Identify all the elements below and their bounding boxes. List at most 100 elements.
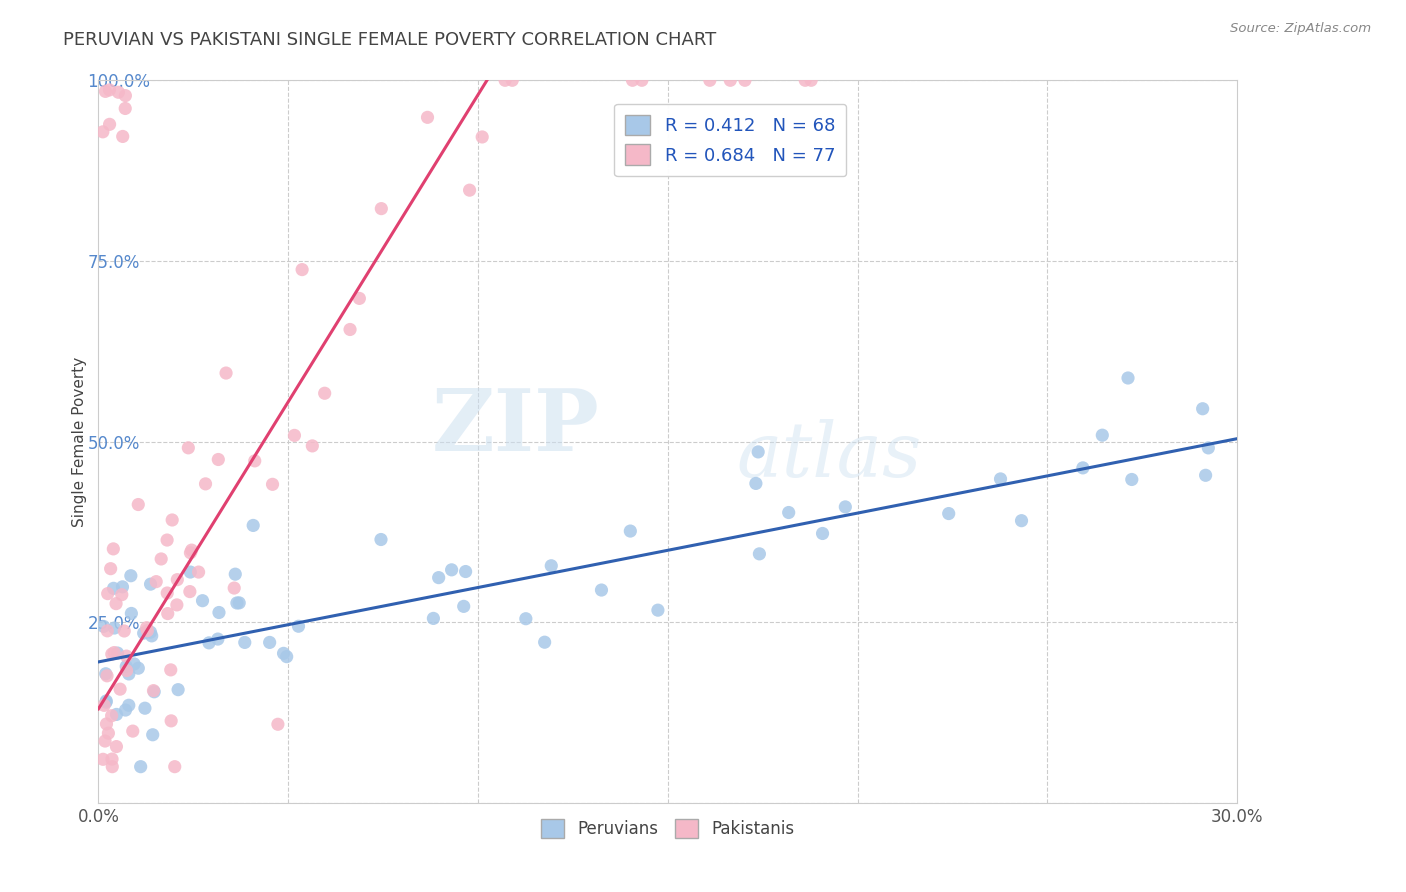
Point bbox=[115, 659, 138, 673]
Point bbox=[135, 621, 157, 635]
Point bbox=[454, 565, 477, 579]
Point bbox=[96, 669, 118, 683]
Point bbox=[259, 635, 281, 649]
Text: Source: ZipAtlas.com: Source: ZipAtlas.com bbox=[1230, 22, 1371, 36]
Point bbox=[273, 646, 295, 660]
Point bbox=[287, 619, 309, 633]
Y-axis label: Single Female Poverty: Single Female Poverty bbox=[72, 357, 87, 526]
Point bbox=[105, 597, 128, 611]
Point bbox=[734, 73, 756, 87]
Point bbox=[621, 73, 644, 87]
Point bbox=[94, 734, 117, 748]
Point bbox=[179, 584, 201, 599]
Point bbox=[416, 111, 439, 125]
Point bbox=[108, 682, 131, 697]
Point bbox=[127, 661, 149, 675]
Point bbox=[120, 607, 142, 621]
Point bbox=[107, 85, 129, 99]
Point bbox=[533, 635, 555, 649]
Point bbox=[800, 73, 823, 87]
Point bbox=[96, 694, 118, 708]
Point bbox=[143, 685, 166, 699]
Point bbox=[494, 73, 516, 87]
Point bbox=[747, 445, 769, 459]
Point bbox=[166, 573, 188, 587]
Point bbox=[207, 632, 229, 646]
Point bbox=[101, 760, 124, 774]
Point bbox=[150, 552, 173, 566]
Point bbox=[243, 454, 266, 468]
Point bbox=[107, 646, 129, 660]
Point bbox=[834, 500, 856, 514]
Point bbox=[101, 647, 124, 661]
Point bbox=[98, 83, 121, 97]
Point bbox=[647, 603, 669, 617]
Point bbox=[160, 513, 183, 527]
Point bbox=[114, 88, 136, 103]
Text: ZIP: ZIP bbox=[432, 385, 599, 469]
Point bbox=[718, 73, 741, 87]
Point bbox=[179, 565, 201, 579]
Point bbox=[115, 664, 138, 678]
Point bbox=[631, 73, 654, 87]
Point bbox=[94, 666, 117, 681]
Point bbox=[180, 543, 202, 558]
Point bbox=[122, 657, 145, 671]
Legend: Peruvians, Pakistanis: Peruvians, Pakistanis bbox=[534, 813, 801, 845]
Point bbox=[112, 624, 135, 638]
Point bbox=[127, 498, 149, 512]
Point bbox=[100, 708, 122, 723]
Point bbox=[458, 183, 481, 197]
Point bbox=[301, 439, 323, 453]
Point bbox=[314, 386, 336, 401]
Point bbox=[156, 607, 179, 621]
Point bbox=[141, 629, 163, 643]
Point bbox=[224, 581, 246, 595]
Point bbox=[91, 752, 114, 766]
Point bbox=[453, 599, 475, 614]
Point bbox=[370, 202, 392, 216]
Point bbox=[145, 574, 167, 589]
Point bbox=[94, 695, 117, 709]
Point bbox=[120, 568, 142, 582]
Point bbox=[208, 606, 231, 620]
Point bbox=[103, 582, 125, 596]
Point bbox=[114, 703, 136, 717]
Point bbox=[1194, 468, 1216, 483]
Point bbox=[198, 636, 221, 650]
Point bbox=[267, 717, 290, 731]
Point bbox=[187, 565, 209, 579]
Point bbox=[159, 663, 181, 677]
Point bbox=[515, 612, 537, 626]
Point bbox=[591, 582, 613, 597]
Point bbox=[93, 698, 115, 713]
Point bbox=[103, 621, 125, 635]
Point bbox=[96, 624, 118, 638]
Point bbox=[163, 760, 186, 774]
Point bbox=[134, 701, 156, 715]
Point bbox=[283, 428, 305, 442]
Point bbox=[111, 129, 134, 144]
Point bbox=[349, 292, 371, 306]
Point bbox=[105, 739, 128, 754]
Point bbox=[100, 562, 122, 576]
Point bbox=[471, 130, 494, 145]
Point bbox=[142, 728, 165, 742]
Point bbox=[191, 593, 214, 607]
Point bbox=[276, 649, 298, 664]
Point bbox=[160, 714, 183, 728]
Point bbox=[105, 707, 128, 722]
Point bbox=[370, 533, 392, 547]
Point bbox=[501, 73, 523, 87]
Point bbox=[1116, 371, 1139, 385]
Point bbox=[129, 760, 152, 774]
Point bbox=[96, 717, 118, 731]
Point bbox=[101, 752, 124, 766]
Point bbox=[1011, 514, 1033, 528]
Point bbox=[93, 619, 115, 633]
Point bbox=[98, 117, 121, 131]
Point bbox=[215, 366, 238, 380]
Point bbox=[194, 476, 217, 491]
Point bbox=[1191, 401, 1213, 416]
Text: PERUVIAN VS PAKISTANI SINGLE FEMALE POVERTY CORRELATION CHART: PERUVIAN VS PAKISTANI SINGLE FEMALE POVE… bbox=[63, 31, 717, 49]
